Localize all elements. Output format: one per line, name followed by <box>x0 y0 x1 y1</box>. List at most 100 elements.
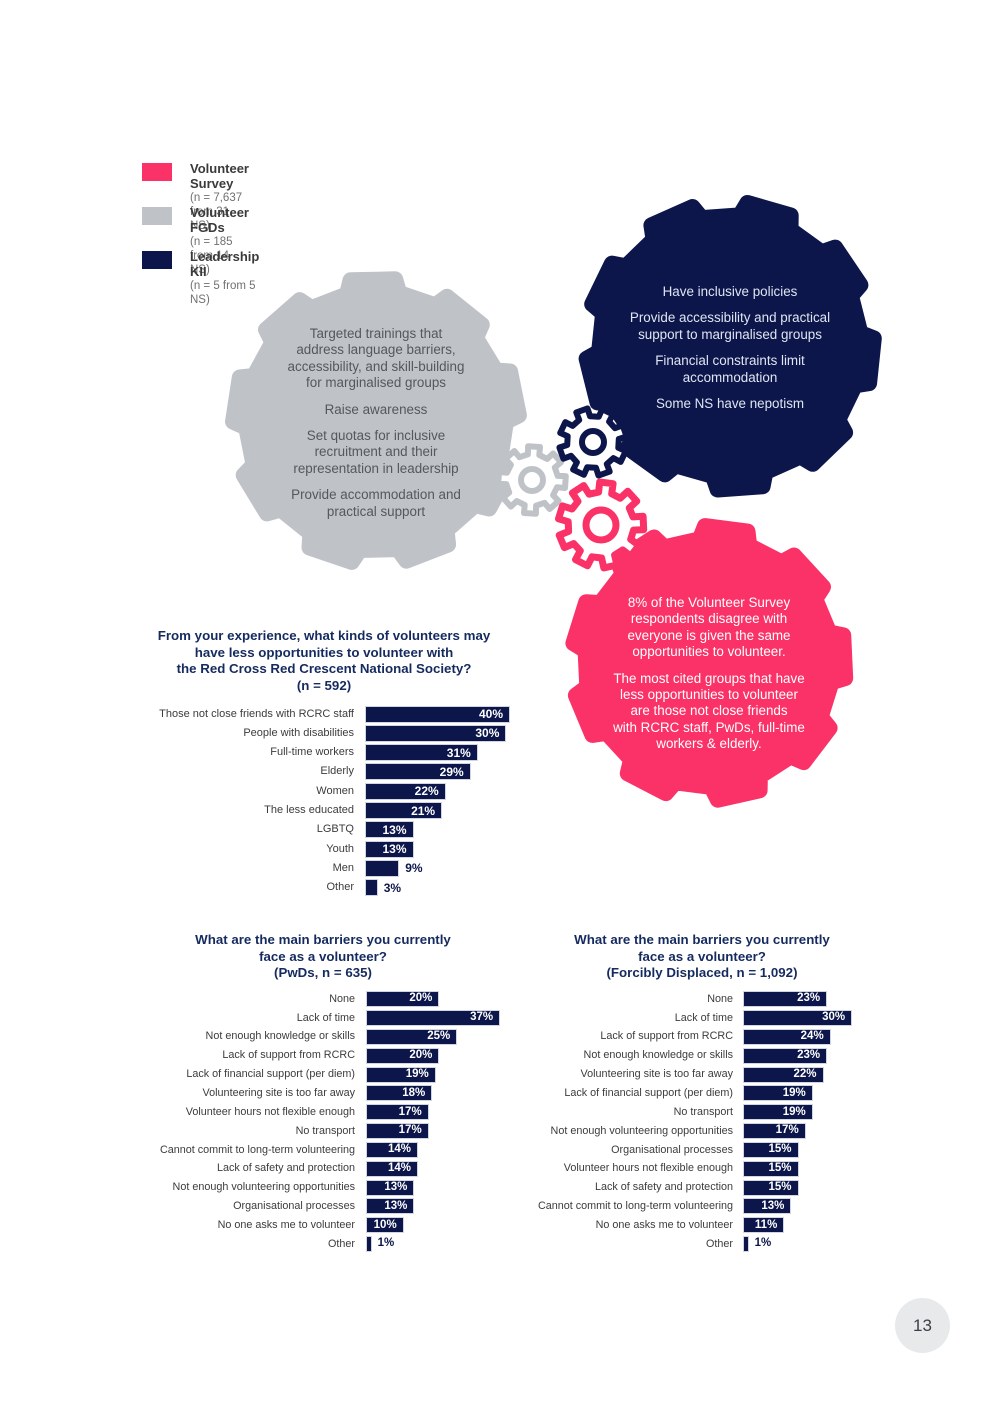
bar-label: Lack of financial support (per diem) <box>564 1087 733 1100</box>
bubble-paragraph: Raise awareness <box>324 401 428 417</box>
legend-item-leadership-kii: Leadership KII (n = 5 from 5 NS) <box>142 249 260 307</box>
chart-row: Not enough knowledge or skills 25% <box>140 1027 506 1046</box>
bar-label: No one asks me to volunteer <box>217 1218 355 1231</box>
kii-gear-bubble-text: Have inclusive policies Provide accessibi… <box>590 284 870 412</box>
chart-row: No one asks me to volunteer 10% <box>140 1216 506 1235</box>
bar-label: Lack of safety and protection <box>594 1181 733 1194</box>
chart-row: Lack of safety and protection 14% <box>140 1159 506 1178</box>
chart-row: None 23% <box>502 990 902 1009</box>
bar: 37% <box>366 1010 501 1027</box>
bar-value: 25% <box>427 1030 451 1043</box>
bar-value: 15% <box>768 1143 792 1156</box>
bar-label: Cannot commit to long-term volunteering <box>159 1143 355 1156</box>
bar-label: Not enough knowledge or skills <box>583 1049 733 1062</box>
bar-value: 10% <box>373 1218 397 1231</box>
bar-label: No transport <box>673 1105 733 1118</box>
bar: 19% <box>743 1085 813 1102</box>
chart-row: None 20% <box>140 990 506 1009</box>
bar: 23% <box>743 1047 828 1064</box>
bubble-paragraph: Provide accommodation and practical supp… <box>291 487 461 519</box>
bar-label: Volunteer hours not flexible enough <box>185 1105 355 1118</box>
bar <box>365 879 378 897</box>
chart-row: Lack of support from RCRC 24% <box>502 1027 902 1046</box>
chart-row: Other 1% <box>502 1235 902 1254</box>
chart-rows: None 20% Lack of time 37% Not enough knowled… <box>140 990 506 1254</box>
chart-row: Organisational processes 15% <box>502 1141 902 1160</box>
bar: 13% <box>365 840 414 858</box>
bar-label: Volunteering site is too far away <box>202 1087 355 1100</box>
kii-gear-shape <box>578 195 882 498</box>
bar-value: 21% <box>411 803 436 818</box>
bar-value: 23% <box>797 992 821 1005</box>
bar-value: 20% <box>409 1048 433 1061</box>
bar-label: Women <box>316 784 354 797</box>
bar-value: 19% <box>782 1105 806 1118</box>
legend-label: Leadership KII <box>190 249 260 279</box>
legend-item-volunteer-survey: Volunteer Survey (n = 7,637 from 31 NS) <box>142 161 249 233</box>
bar-value: 24% <box>800 1030 824 1043</box>
fgd-gear-shape <box>225 271 527 570</box>
bar-value: 14% <box>387 1162 411 1175</box>
chart-row: Elderly 29% <box>130 762 518 781</box>
legend-sub: (n = 7,637 from 31 NS) <box>190 192 243 232</box>
bar-label: Lack of support from RCRC <box>222 1049 355 1062</box>
bar: 30% <box>743 1010 853 1027</box>
bar-value: 11% <box>754 1218 778 1231</box>
bubble-paragraph: Provide accessibility and practical supp… <box>629 310 831 342</box>
chart-row: Other 1% <box>140 1235 506 1254</box>
bar-label: Not enough knowledge or skills <box>205 1030 355 1043</box>
chart-row: Volunteer hours not flexible enough 15% <box>502 1159 902 1178</box>
bar: 13% <box>365 821 414 839</box>
bar-label: Other <box>327 1237 355 1250</box>
bar-value: 13% <box>761 1199 785 1212</box>
bar-value: 1% <box>377 1237 395 1250</box>
bar: 13% <box>366 1198 415 1215</box>
bar: 15% <box>743 1160 799 1177</box>
legend-label: Volunteer Survey <box>190 161 249 191</box>
bar <box>366 1236 372 1253</box>
bar: 19% <box>743 1104 813 1121</box>
chart-row: Youth 13% <box>130 839 518 858</box>
bubble-paragraph: Targeted trainings that address language… <box>287 326 465 391</box>
bar: 14% <box>366 1141 418 1158</box>
bar: 11% <box>743 1217 785 1234</box>
chart-title: What are the main barriers you currently… <box>195 932 451 981</box>
bar <box>365 859 400 877</box>
legend-swatch-navy <box>142 251 172 269</box>
bar: 20% <box>366 991 440 1008</box>
chart-row: Volunteering site is too far away 18% <box>140 1084 506 1103</box>
bar-label: Volunteer hours not flexible enough <box>563 1162 733 1175</box>
bar-label: Lack of time <box>674 1011 733 1024</box>
bar <box>743 1236 749 1253</box>
bar-label: Other <box>705 1237 733 1250</box>
bar: 14% <box>366 1160 418 1177</box>
bar: 23% <box>743 991 828 1008</box>
bar-label: Not enough volunteering opportunities <box>172 1181 355 1194</box>
chart-barriers-forcibly-displaced: What are the main barriers you currently… <box>502 932 902 1254</box>
chart-row: Full-time workers 31% <box>130 743 518 762</box>
bar: 15% <box>743 1179 799 1196</box>
bar-label: The less educated <box>264 804 354 816</box>
bar-value: 30% <box>475 726 500 741</box>
gear-icon-pink-hole <box>582 506 620 544</box>
chart-row: LGBTQ 13% <box>130 820 518 839</box>
chart-row: Cannot commit to long-term volunteering 1… <box>502 1197 902 1216</box>
bar-label: Youth <box>326 842 354 855</box>
legend-sub: (n = 5 from 5 NS) <box>190 280 256 306</box>
chart-row: Volunteering site is too far away 22% <box>502 1065 902 1084</box>
page-number: 13 <box>913 1315 932 1335</box>
chart-row: Cannot commit to long-term volunteering 1… <box>140 1141 506 1160</box>
bar-label: Lack of time <box>296 1011 355 1024</box>
bar-label: Full-time workers <box>270 746 354 759</box>
chart-row: No transport 17% <box>140 1122 506 1141</box>
chart-row: Women 22% <box>130 782 518 801</box>
bar-value: 19% <box>405 1067 429 1080</box>
chart-row: Lack of support from RCRC 20% <box>140 1046 506 1065</box>
bar: 13% <box>743 1198 792 1215</box>
chart-row: Lack of safety and protection 15% <box>502 1178 902 1197</box>
bar-value: 15% <box>768 1180 792 1193</box>
chart-row: Lack of time 30% <box>502 1009 902 1028</box>
bar-label: Those not close friends with RCRC staff <box>159 707 354 720</box>
